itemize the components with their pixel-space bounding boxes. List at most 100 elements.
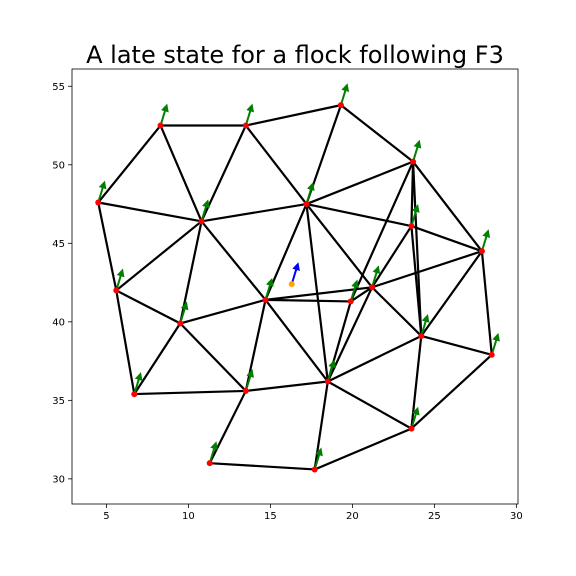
- velocity-arrow: [115, 268, 125, 291]
- agent-point: [177, 320, 184, 327]
- chart-title: A late state for a flock following F3: [86, 41, 504, 69]
- agent-point: [347, 298, 354, 305]
- edges: [97, 104, 493, 471]
- y-tick-label: 40: [52, 317, 65, 328]
- agent-point: [408, 223, 415, 230]
- y-tick-label: 50: [52, 160, 65, 171]
- flock-edge: [244, 124, 308, 206]
- agent-point: [418, 332, 425, 339]
- y-tick-label: 45: [52, 239, 65, 250]
- flock-edge: [244, 104, 343, 127]
- flock-edge: [313, 427, 413, 471]
- flock-edge: [420, 250, 484, 338]
- flock-edge: [133, 389, 247, 396]
- flock-edge: [410, 353, 493, 430]
- velocity-arrow: [410, 406, 420, 429]
- agent-point: [113, 287, 120, 294]
- flock-edge: [200, 202, 308, 223]
- flock-edge: [370, 250, 484, 289]
- velocity-arrow: [264, 277, 274, 301]
- x-tick-label: 15: [264, 511, 277, 522]
- agent-point: [410, 158, 417, 165]
- agent-point: [131, 391, 138, 398]
- agent-point: [206, 460, 213, 467]
- agent-point: [337, 102, 344, 109]
- x-tick-label: 25: [428, 511, 441, 522]
- flock-edge: [244, 380, 329, 393]
- velocity-arrow: [412, 139, 422, 162]
- velocity-arrow: [420, 314, 430, 337]
- agent-point: [198, 218, 205, 225]
- agent-point: [95, 199, 102, 206]
- velocity-arrow: [410, 204, 420, 227]
- agent-point: [369, 284, 376, 291]
- axes: 5 10 15 20 25 30 30 35 40 45 50 55: [52, 68, 523, 522]
- flock-edge: [264, 298, 329, 383]
- leader-point: [288, 281, 295, 288]
- velocity-arrow: [244, 369, 254, 392]
- x-tick-label: 10: [182, 511, 195, 522]
- flock-edge: [313, 380, 329, 471]
- flock-edge: [264, 298, 352, 303]
- flock-edge: [326, 334, 423, 383]
- flock-edge: [349, 286, 374, 303]
- velocity-arrows: [97, 83, 500, 470]
- flock-edge: [305, 202, 413, 228]
- flock-edge: [339, 104, 415, 163]
- flock-edge: [97, 201, 118, 292]
- x-tick-label: 20: [346, 511, 359, 522]
- plot-frame: [71, 68, 519, 505]
- agent-point: [478, 248, 485, 255]
- agents: [95, 102, 495, 473]
- flock-edge: [97, 124, 162, 204]
- flock-edge: [200, 124, 247, 223]
- velocity-arrow: [326, 359, 336, 382]
- agent-point: [242, 387, 249, 394]
- flock-edge: [264, 202, 308, 301]
- flock-edge: [305, 160, 415, 206]
- x-tick-label: 5: [103, 511, 109, 522]
- flock-edge: [305, 202, 374, 289]
- velocity-arrow: [208, 441, 218, 464]
- agent-point: [324, 378, 331, 385]
- flock-edge: [370, 286, 423, 338]
- velocity-arrow: [349, 279, 359, 302]
- flock-edge: [349, 160, 415, 303]
- velocity-arrow: [200, 199, 210, 222]
- agent-point: [408, 425, 415, 432]
- flock-edge: [244, 298, 267, 393]
- velocity-arrow: [133, 372, 143, 395]
- agent-point: [157, 122, 164, 129]
- flock-edge: [133, 322, 182, 396]
- flock-edge: [410, 224, 484, 253]
- velocity-arrow: [480, 229, 491, 252]
- velocity-arrow: [313, 447, 323, 470]
- agent-point: [488, 351, 495, 358]
- leader-velocity-arrow: [290, 262, 300, 285]
- velocity-arrow: [371, 265, 381, 288]
- flock-edge: [420, 334, 493, 356]
- leader: [288, 262, 300, 288]
- flock-edge: [179, 322, 247, 393]
- flock-edge: [115, 289, 182, 325]
- velocity-arrow: [305, 182, 315, 205]
- flock-edge: [370, 224, 413, 289]
- agent-point: [242, 122, 249, 129]
- flock-edge: [97, 201, 203, 223]
- y-tick-label: 30: [52, 474, 65, 485]
- velocity-arrow: [490, 332, 500, 356]
- flock-edge: [115, 289, 136, 396]
- agent-point: [311, 466, 318, 473]
- flock-edge: [179, 298, 267, 325]
- flock-edge: [208, 389, 247, 465]
- flock-edge: [326, 380, 413, 430]
- flock-edge: [410, 224, 423, 338]
- flock-edge: [480, 250, 493, 356]
- y-tick-label: 35: [52, 396, 65, 407]
- flock-edge: [200, 220, 267, 301]
- velocity-arrow: [339, 83, 350, 106]
- flock-edge: [411, 160, 484, 253]
- velocity-arrow: [97, 180, 107, 203]
- flock-edge: [115, 220, 203, 292]
